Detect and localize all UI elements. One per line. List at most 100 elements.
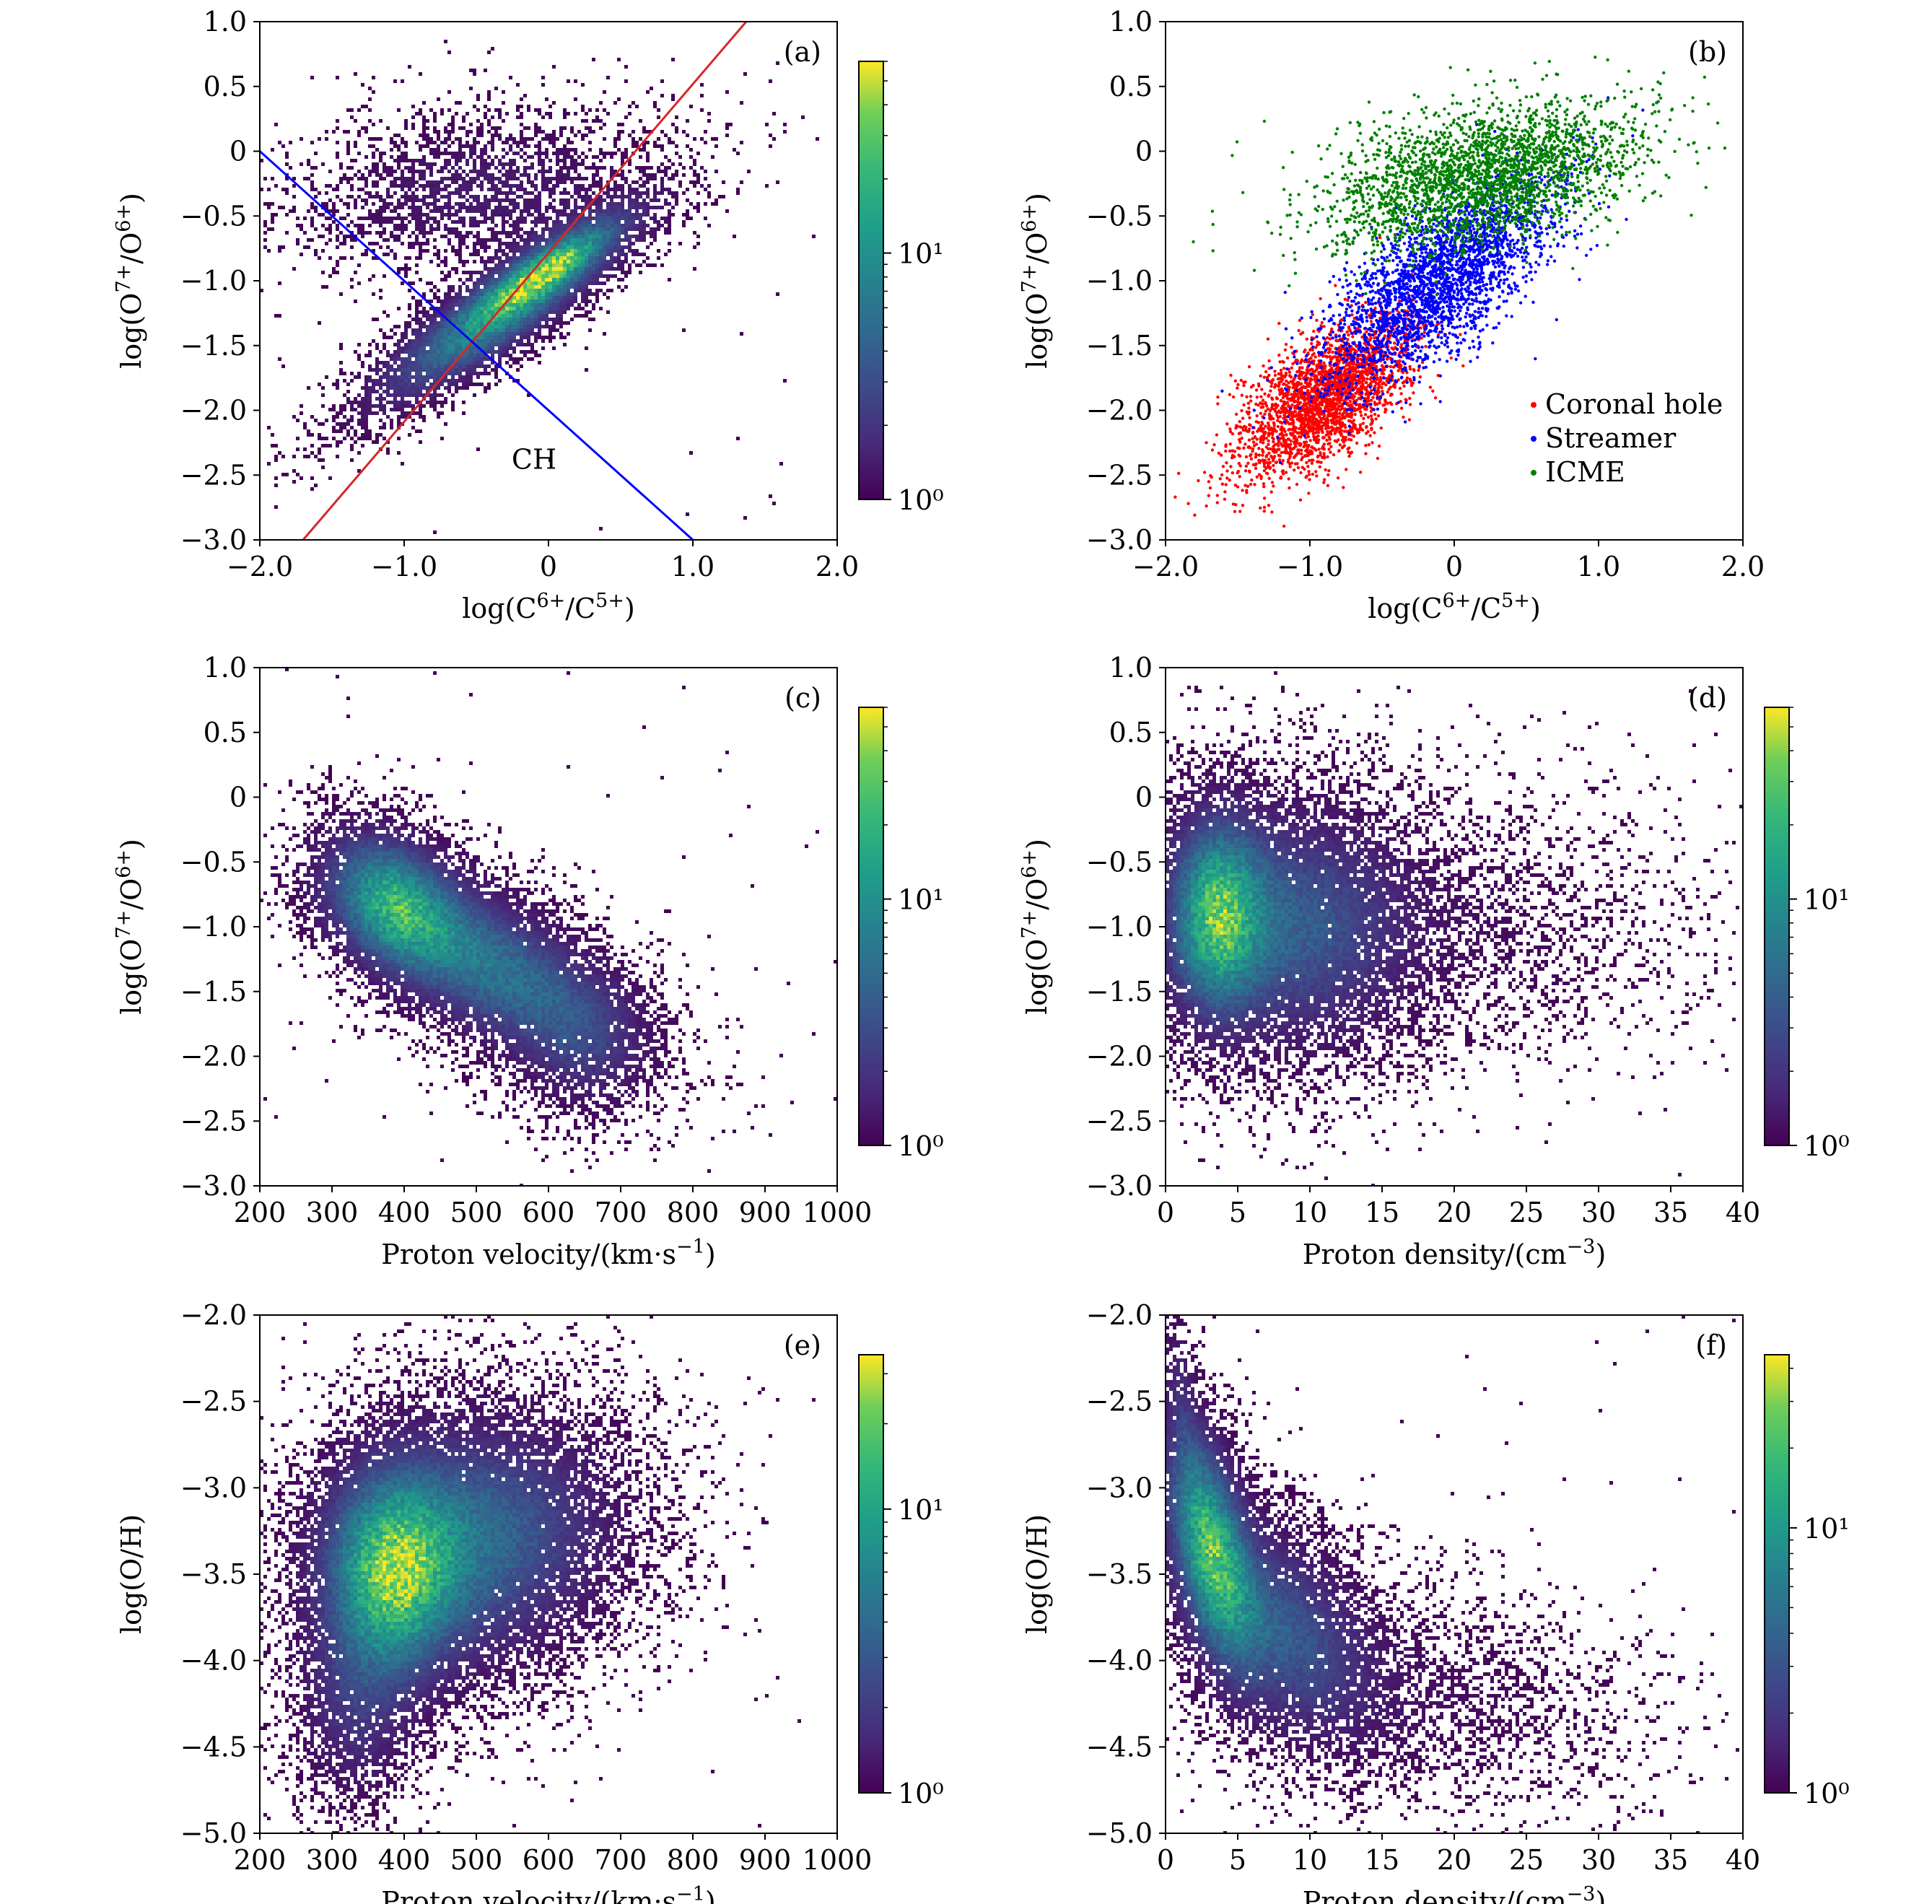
y-tick-label: −3.0 [1086, 524, 1153, 556]
y-tick-label: −1.0 [180, 265, 247, 297]
colorbar-tick-label: 10⁰ [898, 484, 944, 516]
x-tick-label: 30 [1581, 1844, 1616, 1876]
y-tick-label: −2.0 [180, 1299, 247, 1331]
y-tick-label: −1.5 [1086, 330, 1153, 362]
y-tick-label: −2.5 [180, 1105, 247, 1137]
panel-b: −2.0 −1.0 0 1.0 2.0 −3.0 −2.5 −2.0 −1.5 −1.0 −0.5 0… [1018, 6, 1765, 624]
legend-label: ICME [1545, 456, 1625, 488]
x-tick-label: 1.0 [1577, 551, 1620, 582]
heatmap-cells [260, 668, 837, 1186]
y-tick-label: −4.0 [1086, 1645, 1153, 1677]
y-axis-label: log(O7+/O6+) [1018, 193, 1054, 369]
legend-marker [1531, 402, 1537, 408]
x-tick-label: 500 [450, 1844, 503, 1876]
x-tick-label: 10 [1293, 1197, 1327, 1228]
y-tick-label: −2.5 [180, 1386, 247, 1418]
x-tick-label: 15 [1365, 1844, 1399, 1876]
y-tick-label: −2.5 [1086, 1105, 1153, 1137]
y-tick-label: −3.0 [180, 1170, 247, 1202]
x-tick-label: 400 [378, 1844, 431, 1876]
series-streamer [1220, 96, 1645, 464]
plot-area-a [260, 22, 819, 540]
x-tick-label: 700 [595, 1844, 647, 1876]
y-tick-label: −2.0 [1086, 1041, 1153, 1073]
x-tick-label: 35 [1653, 1844, 1688, 1876]
y-tick-label: 0.5 [204, 717, 247, 748]
series-icme [1192, 56, 1727, 297]
panel-label: (a) [784, 36, 821, 68]
y-tick-label: 0 [230, 782, 247, 813]
y-tick-label: 1.0 [204, 652, 247, 684]
x-tick-label: 5 [1229, 1197, 1246, 1228]
colorbar: 10⁰ 10¹ [858, 61, 944, 516]
panel-label: (b) [1688, 36, 1727, 68]
x-tick-label: 900 [739, 1844, 792, 1876]
x-tick-label: 5 [1229, 1844, 1246, 1876]
y-tick-label: −4.5 [1086, 1731, 1153, 1763]
y-tick-label: −3.5 [180, 1558, 247, 1590]
y-tick-label: −2.0 [1086, 1299, 1153, 1331]
y-tick-label: −2.0 [180, 1041, 247, 1073]
x-tick-label: −1.0 [1277, 551, 1343, 582]
colorbar-tick-label: 10⁰ [1804, 1778, 1850, 1809]
y-tick-label: −1.0 [180, 911, 247, 943]
x-tick-label: 0 [1157, 1197, 1174, 1228]
colorbar-tick-label: 10¹ [898, 238, 944, 270]
x-tick-label: 40 [1726, 1197, 1760, 1228]
x-tick-label: 20 [1437, 1844, 1472, 1876]
y-tick-label: 0 [230, 136, 247, 167]
y-tick-label: −2.0 [1086, 395, 1153, 427]
colorbar-tick-label: 10¹ [1804, 884, 1850, 916]
x-axis-label: Proton velocity/(km·s−1) [381, 1236, 715, 1271]
y-tick-label: −3.0 [1086, 1170, 1153, 1202]
y-tick-label: 0.5 [1109, 717, 1153, 748]
colorbar: 10⁰ 10¹ [858, 1354, 944, 1809]
red-boundary-line [302, 22, 748, 540]
y-tick-label: −2.5 [180, 459, 247, 491]
y-tick-label: 0 [1135, 136, 1153, 167]
x-tick-label: 300 [306, 1197, 359, 1228]
panel-label: (d) [1688, 682, 1727, 714]
x-tick-label: 25 [1509, 1844, 1544, 1876]
x-tick-label: 20 [1437, 1197, 1472, 1228]
y-tick-label: −3.5 [1086, 1558, 1153, 1590]
y-tick-label: −0.5 [1086, 846, 1153, 878]
panel-label: (f) [1695, 1329, 1727, 1361]
x-tick-label: −1.0 [371, 551, 437, 582]
legend-label: Coronal hole [1545, 388, 1723, 420]
y-axis-label: log(O/H) [1021, 1514, 1053, 1634]
y-tick-label: −1.5 [1086, 976, 1153, 1008]
panel-f: 0 5 10 15 20 25 30 35 40 −5.0 −4.5 −4.0 −3.5 −3.0 −2.5… [1021, 1299, 1850, 1904]
legend-marker [1531, 436, 1537, 442]
plot-area-c [260, 668, 837, 1186]
x-tick-label: 25 [1509, 1197, 1544, 1228]
y-axis-label: log(O7+/O6+) [113, 839, 148, 1015]
y-tick-label: −3.0 [180, 1472, 247, 1503]
x-tick-label: 400 [378, 1197, 431, 1228]
x-tick-label: 1000 [803, 1197, 873, 1228]
panel-label: (e) [784, 1329, 821, 1361]
x-tick-label: 40 [1726, 1844, 1760, 1876]
y-tick-label: −2.5 [1086, 459, 1153, 491]
x-tick-label: −2.0 [1132, 551, 1199, 582]
colorbar-tick-label: 10⁰ [898, 1778, 944, 1809]
y-tick-label: −3.0 [180, 524, 247, 556]
x-tick-label: 1.0 [671, 551, 714, 582]
plot-area-e [260, 1315, 816, 1833]
colorbar: 10⁰ 10¹ [1764, 707, 1850, 1162]
x-tick-label: 0 [540, 551, 557, 582]
y-tick-label: 0.5 [1109, 71, 1153, 102]
y-tick-label: −4.5 [180, 1731, 247, 1763]
plot-area-f [1166, 1315, 1739, 1833]
panel-d: 0 5 10 15 20 25 30 35 40 −3.0 −2.5 −2.0 −1.5 −1.0 −0.5… [1018, 652, 1850, 1270]
x-tick-label: 2.0 [816, 551, 859, 582]
y-tick-label: −1.0 [1086, 911, 1153, 943]
x-tick-label: 700 [595, 1197, 647, 1228]
heatmap-cells [1166, 1315, 1739, 1833]
x-axis-label: log(C6+/C5+) [1368, 590, 1541, 625]
y-tick-label: −0.5 [1086, 200, 1153, 232]
colorbar-tick-label: 10¹ [898, 884, 944, 916]
y-tick-label: −3.0 [1086, 1472, 1153, 1503]
x-axis-label: Proton density/(cm−3) [1303, 1883, 1607, 1904]
y-tick-label: −5.0 [180, 1817, 247, 1849]
